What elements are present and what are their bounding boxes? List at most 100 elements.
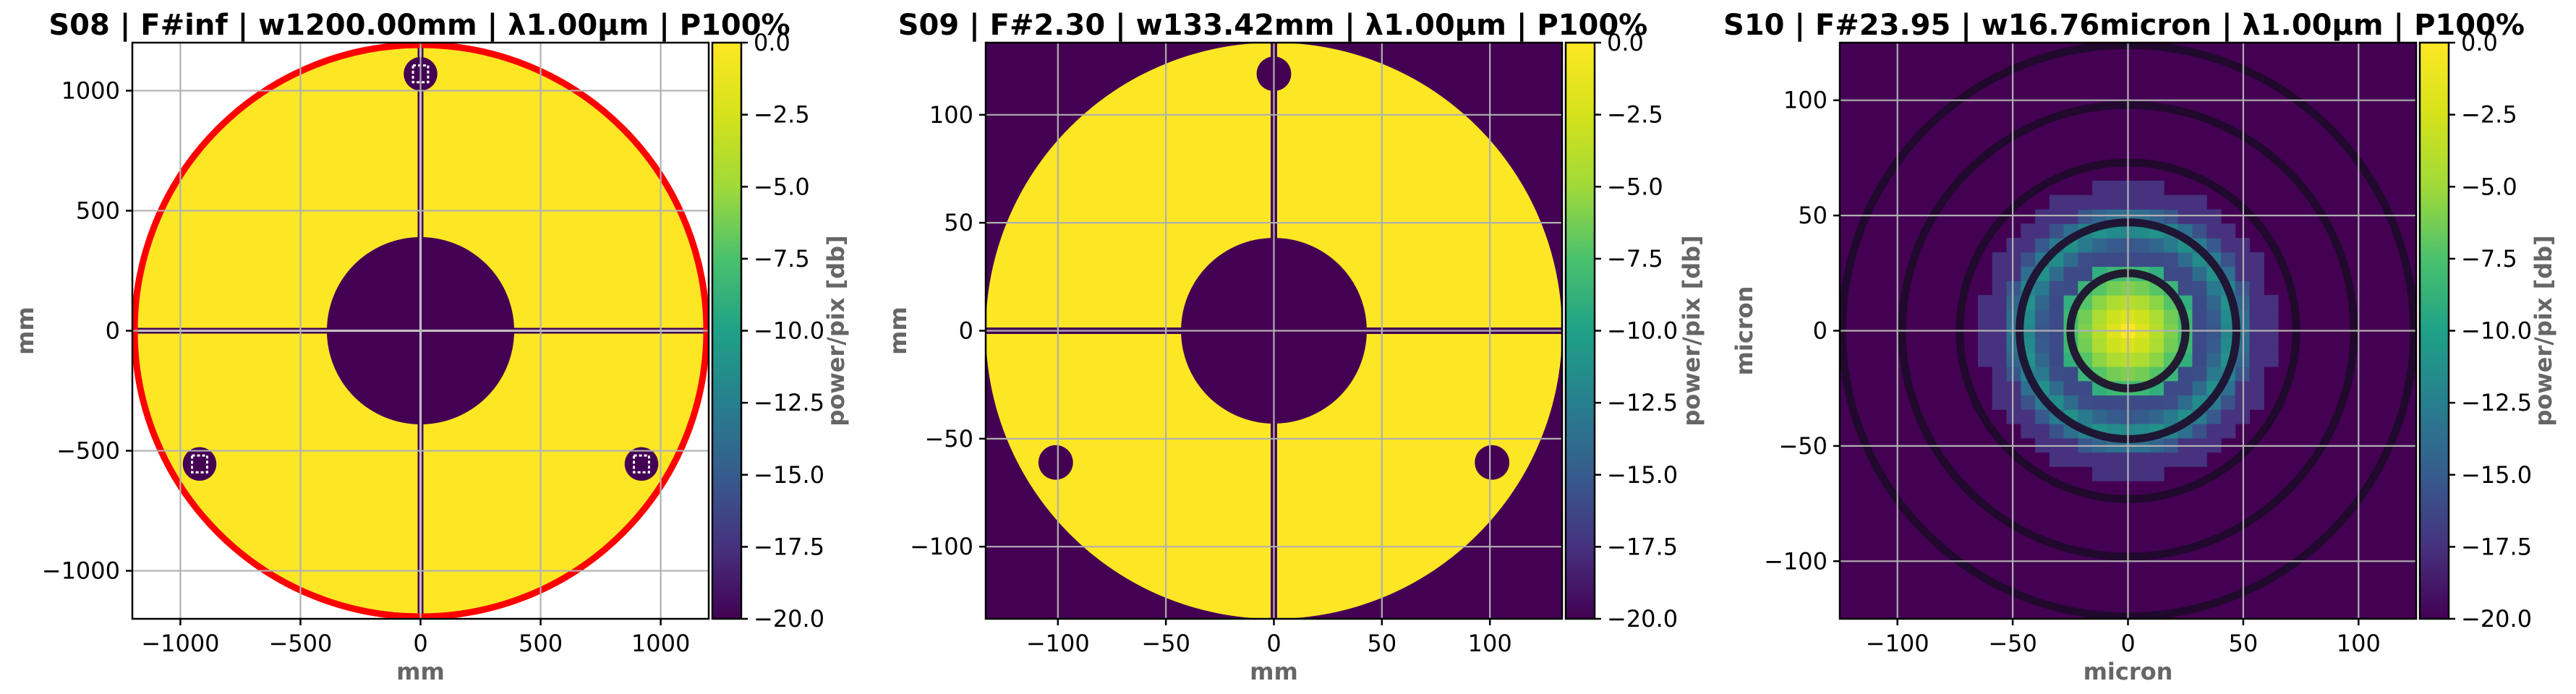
x-tick-label: 50 bbox=[2229, 630, 2259, 657]
psf-pixel bbox=[1992, 338, 2008, 353]
psf-pixel bbox=[2135, 466, 2150, 481]
x-tick-label: −100 bbox=[1026, 630, 1090, 657]
psf-pixel bbox=[2092, 466, 2107, 481]
psf-pixel bbox=[2163, 338, 2179, 353]
psf-pixel bbox=[2021, 409, 2036, 424]
psf-pixel bbox=[2206, 223, 2222, 239]
psf-pixel bbox=[2149, 395, 2165, 410]
psf-pixel bbox=[2149, 295, 2165, 310]
psf-pixel bbox=[2078, 338, 2093, 353]
psf-pixel bbox=[2178, 366, 2193, 382]
psf-pixel bbox=[2049, 209, 2065, 224]
psf-pixel bbox=[2178, 395, 2193, 410]
psf-pixel bbox=[2264, 309, 2279, 325]
psf-pixel bbox=[2106, 452, 2122, 467]
psf-pixel bbox=[1992, 295, 2008, 310]
psf-pixel bbox=[2135, 180, 2150, 196]
psf-pixel bbox=[2078, 209, 2093, 224]
psf-pixel bbox=[2006, 295, 2021, 310]
colorbar: 0.0 −2.5 −5.0 −7.5 −10.0 −12.5 −15.0 −17.5 −20.0… bbox=[2418, 29, 2557, 633]
psf-pixel bbox=[2078, 395, 2093, 410]
colorbar-tick-label: −17.5 bbox=[754, 533, 824, 560]
panel-2: S09 | F#2.30 | w133.42mm | λ1.00μm | P10… bbox=[884, 9, 1705, 685]
psf-pixel bbox=[2106, 409, 2122, 424]
y-tick-label: 50 bbox=[1798, 202, 1827, 229]
psf-pixel bbox=[2035, 338, 2050, 353]
psf-pixel bbox=[2192, 352, 2207, 367]
psf-pixel bbox=[2149, 209, 2165, 224]
colorbar-tick-label: 0.0 bbox=[1607, 29, 1644, 56]
psf-pixel bbox=[1992, 280, 2008, 296]
psf-pixel bbox=[2106, 295, 2122, 310]
alignment-pad-pattern-2 bbox=[191, 454, 208, 474]
colorbar-tick-label: −12.5 bbox=[754, 389, 824, 416]
psf-pixel bbox=[2106, 338, 2122, 353]
colorbar-tick-label: −12.5 bbox=[2461, 389, 2532, 416]
psf-pixel bbox=[2021, 395, 2036, 410]
psf-pixel bbox=[2220, 423, 2236, 439]
psf-pixel bbox=[2006, 352, 2021, 367]
alignment-pad-pattern-3 bbox=[633, 454, 650, 474]
psf-pixel bbox=[2163, 409, 2179, 424]
psf-pixel bbox=[2092, 452, 2107, 467]
psf-pixel bbox=[2049, 223, 2065, 239]
grid bbox=[1840, 43, 2416, 619]
x-tick-label: −1000 bbox=[141, 630, 219, 657]
psf-pixel bbox=[2106, 194, 2122, 210]
psf-pixel bbox=[2135, 238, 2150, 253]
psf-pixel bbox=[2092, 409, 2107, 424]
colorbar-label: power/pix [db] bbox=[1678, 235, 1705, 426]
psf-pixel bbox=[2249, 395, 2264, 410]
psf-pixel bbox=[2206, 238, 2222, 253]
x-tick-label: 100 bbox=[2337, 630, 2381, 657]
colorbar-tick-label: −2.5 bbox=[1607, 101, 1663, 129]
psf-pixel bbox=[2092, 295, 2107, 310]
psf-pixel bbox=[2163, 238, 2179, 253]
psf-pixel bbox=[2021, 252, 2036, 267]
psf-pixel bbox=[2135, 452, 2150, 467]
colorbar-tick-label: −7.5 bbox=[1607, 245, 1663, 273]
psf-pixel bbox=[2106, 352, 2122, 367]
psf-pixel bbox=[2249, 295, 2264, 310]
psf-pixel bbox=[2149, 194, 2165, 210]
psf-pixel bbox=[2106, 466, 2122, 481]
psf-pixel bbox=[2249, 338, 2264, 353]
psf-pixel bbox=[2149, 238, 2165, 253]
psf-pixel bbox=[2106, 309, 2122, 325]
colorbar-tick-label: −20.0 bbox=[754, 605, 824, 633]
colorbar-tick-label: −7.5 bbox=[754, 245, 810, 273]
psf-pixel bbox=[2092, 238, 2107, 253]
psf-pixel bbox=[2035, 238, 2050, 253]
psf-pixel bbox=[2006, 238, 2021, 253]
psf-pixel bbox=[2135, 194, 2150, 210]
psf-pixel bbox=[2206, 309, 2222, 325]
psf-pixel bbox=[2106, 238, 2122, 253]
colorbar-tick-label: −12.5 bbox=[1607, 389, 1678, 416]
colorbar-tick-label: −17.5 bbox=[2461, 533, 2532, 560]
psf-pixel bbox=[2006, 252, 2021, 267]
y-axis-label: mm bbox=[884, 307, 912, 355]
plot-title: S09 | F#2.30 | w133.42mm | λ1.00μm | P10… bbox=[898, 9, 1648, 43]
colorbar: 0.0 −2.5 −5.0 −7.5 −10.0 −12.5 −15.0 −17.5 −20.0… bbox=[711, 29, 850, 633]
psf-pixel bbox=[1992, 395, 2008, 410]
colorbar-tick-label: −20.0 bbox=[2461, 605, 2532, 633]
psf-pixel bbox=[2178, 194, 2193, 210]
psf-pixel bbox=[2206, 409, 2222, 424]
psf-pixel bbox=[2192, 423, 2207, 439]
psf-pixel bbox=[2192, 338, 2207, 353]
psf-pixel bbox=[2206, 423, 2222, 439]
y-tick-label: 0 bbox=[106, 317, 120, 345]
psf-pixel bbox=[2049, 295, 2065, 310]
y-tick-label: 100 bbox=[1783, 87, 1827, 114]
x-tick-label: −500 bbox=[269, 630, 333, 657]
psf-pixel bbox=[2063, 380, 2078, 396]
psf-pixel bbox=[2178, 380, 2193, 396]
psf-pixel bbox=[2206, 352, 2222, 367]
psf-pixel bbox=[2106, 180, 2122, 196]
psf-pixel bbox=[2249, 380, 2264, 396]
colorbar-tick-label: −2.5 bbox=[754, 101, 810, 129]
psf-pixel bbox=[2035, 352, 2050, 367]
psf-pixel bbox=[2178, 209, 2193, 224]
psf-pixel bbox=[2220, 395, 2236, 410]
psf-pixel bbox=[2249, 252, 2264, 267]
